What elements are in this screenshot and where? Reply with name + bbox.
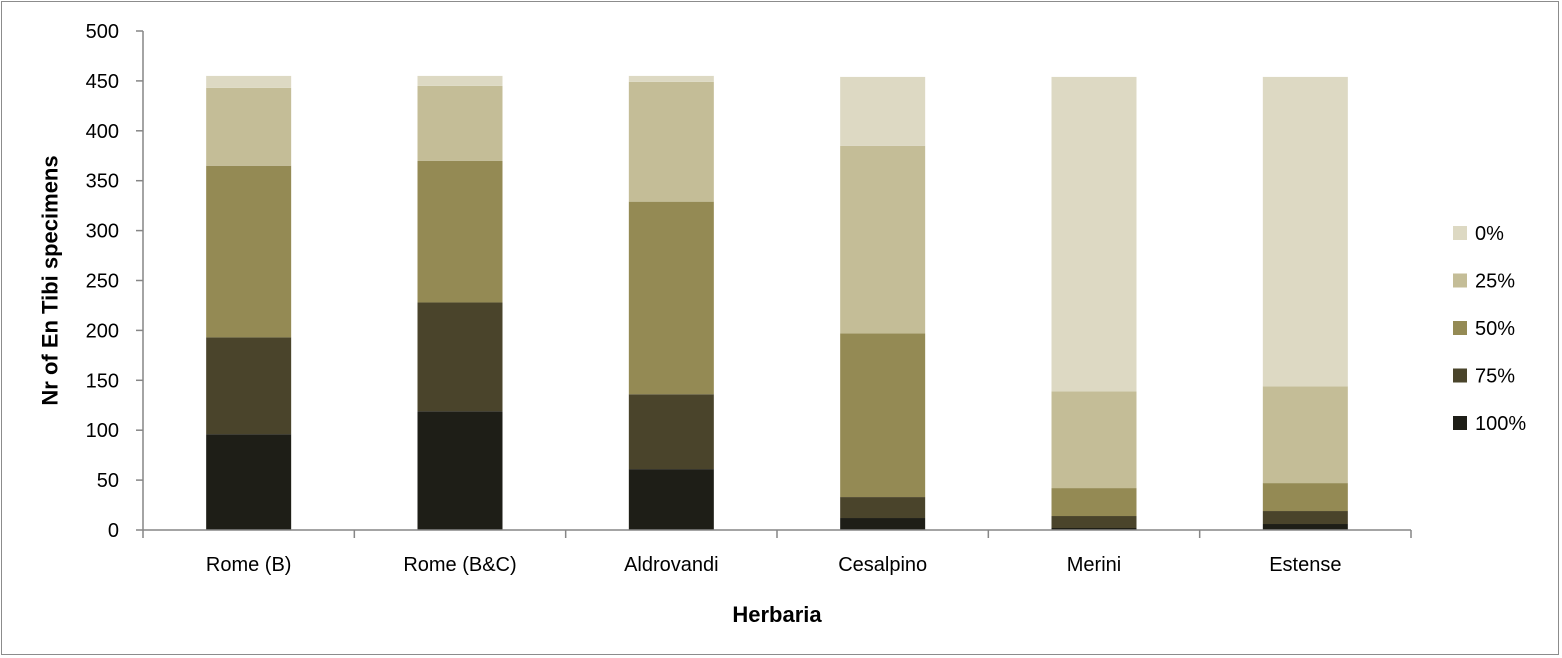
legend-swatch: [1453, 321, 1467, 335]
bar-segment: [206, 337, 292, 435]
bar-segment: [840, 145, 926, 334]
y-tick-label: 350: [86, 171, 119, 193]
legend-label: 25%: [1475, 271, 1515, 293]
legend-label: 75%: [1475, 366, 1515, 388]
x-axis-title: Herbaria: [732, 602, 822, 627]
bar-segment: [628, 81, 714, 202]
bar-segment: [840, 518, 926, 530]
y-tick-label: 150: [86, 370, 119, 392]
y-axis-title: Nr of En Tibi specimens: [38, 155, 63, 405]
bar-segment: [417, 411, 503, 530]
bar-segment: [417, 302, 503, 412]
bar-segment: [1262, 511, 1348, 525]
bar-segment: [417, 75, 503, 86]
x-category-label: Rome (B): [206, 554, 292, 576]
bar-segment: [417, 160, 503, 303]
bar-segment: [1051, 488, 1137, 517]
bar-segment: [206, 434, 292, 530]
bar-segment: [840, 76, 926, 146]
y-tick-label: 400: [86, 121, 119, 143]
legend-swatch: [1453, 416, 1467, 430]
bar-segment: [628, 394, 714, 470]
y-tick-label: 200: [86, 320, 119, 342]
x-category-label: Merini: [1067, 554, 1121, 576]
bar-segment: [840, 333, 926, 498]
x-category-label: Aldrovandi: [624, 554, 719, 576]
y-tick-label: 0: [108, 520, 119, 542]
legend-label: 100%: [1475, 413, 1526, 435]
bar-segment: [1051, 516, 1137, 529]
y-tick-label: 50: [97, 470, 119, 492]
bar-segment: [1051, 528, 1137, 530]
y-tick-label: 500: [86, 21, 119, 43]
x-category-label: Rome (B&C): [403, 554, 516, 576]
bar-segment: [206, 75, 292, 88]
legend-label: 0%: [1475, 223, 1504, 245]
y-tick-label: 100: [86, 420, 119, 442]
y-tick-label: 250: [86, 271, 119, 293]
x-category-label: Estense: [1269, 554, 1341, 576]
x-category-label: Cesalpino: [838, 554, 927, 576]
bar-segment: [1262, 76, 1348, 387]
bar-segment: [1051, 391, 1137, 489]
bar-segment: [417, 85, 503, 161]
legend-swatch: [1453, 368, 1467, 383]
legend-swatch: [1453, 273, 1467, 288]
legend-label: 50%: [1475, 318, 1515, 340]
bar-segment: [1051, 76, 1137, 392]
y-tick-label: 300: [86, 221, 119, 243]
legend-swatch: [1453, 226, 1467, 240]
bar-segment: [628, 201, 714, 395]
bar-segment: [628, 75, 714, 82]
bar-segment: [840, 497, 926, 519]
bar-segment: [1262, 483, 1348, 512]
bar-segment: [1262, 386, 1348, 484]
bar-segment: [1262, 524, 1348, 530]
x-ticks: Rome (B) Rome (B&C) Aldrovandi Cesalpino Mer…: [142, 530, 1412, 576]
bar-segment: [206, 165, 292, 338]
bar-segment: [628, 469, 714, 530]
y-ticks: 0 50 100 150 200 250 300 350 400 450 500: [86, 21, 143, 542]
bar-segment: [206, 87, 292, 166]
bars-layer: [206, 75, 1348, 530]
axes-layer: [142, 31, 1411, 531]
y-tick-label: 450: [86, 71, 119, 93]
legend: 0% 25% 50% 75% 100%: [1453, 223, 1526, 435]
